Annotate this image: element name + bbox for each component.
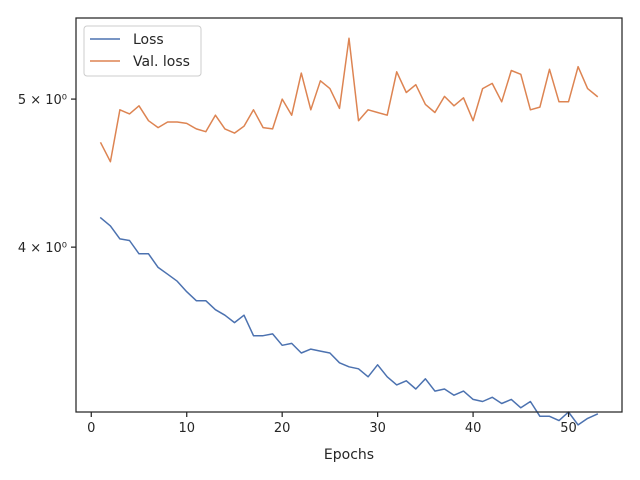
y-tick-label-5: 5 × 10⁰ [18,93,67,108]
x-tick-label-20: 20 [274,421,291,436]
x-axis: 0 10 20 30 40 50 [87,412,577,436]
legend-label-val-loss: Val. loss [133,54,190,70]
y-tick-label-4: 4 × 10⁰ [18,241,67,256]
x-tick-label-30: 30 [369,421,386,436]
series-line-loss [99,216,599,426]
x-tick-label-0: 0 [87,421,95,436]
plot-lines [99,37,599,426]
legend: Loss Val. loss [83,25,202,77]
legend-label-loss: Loss [133,32,164,48]
plot-frame [75,17,623,413]
x-tick-label-50: 50 [560,421,577,436]
series-line-val-loss [99,37,599,163]
x-tick-label-40: 40 [465,421,482,436]
x-axis-label: Epochs [324,447,374,463]
x-tick-label-10: 10 [178,421,195,436]
y-axis: 4 × 10⁰ 5 × 10⁰ [18,93,76,256]
